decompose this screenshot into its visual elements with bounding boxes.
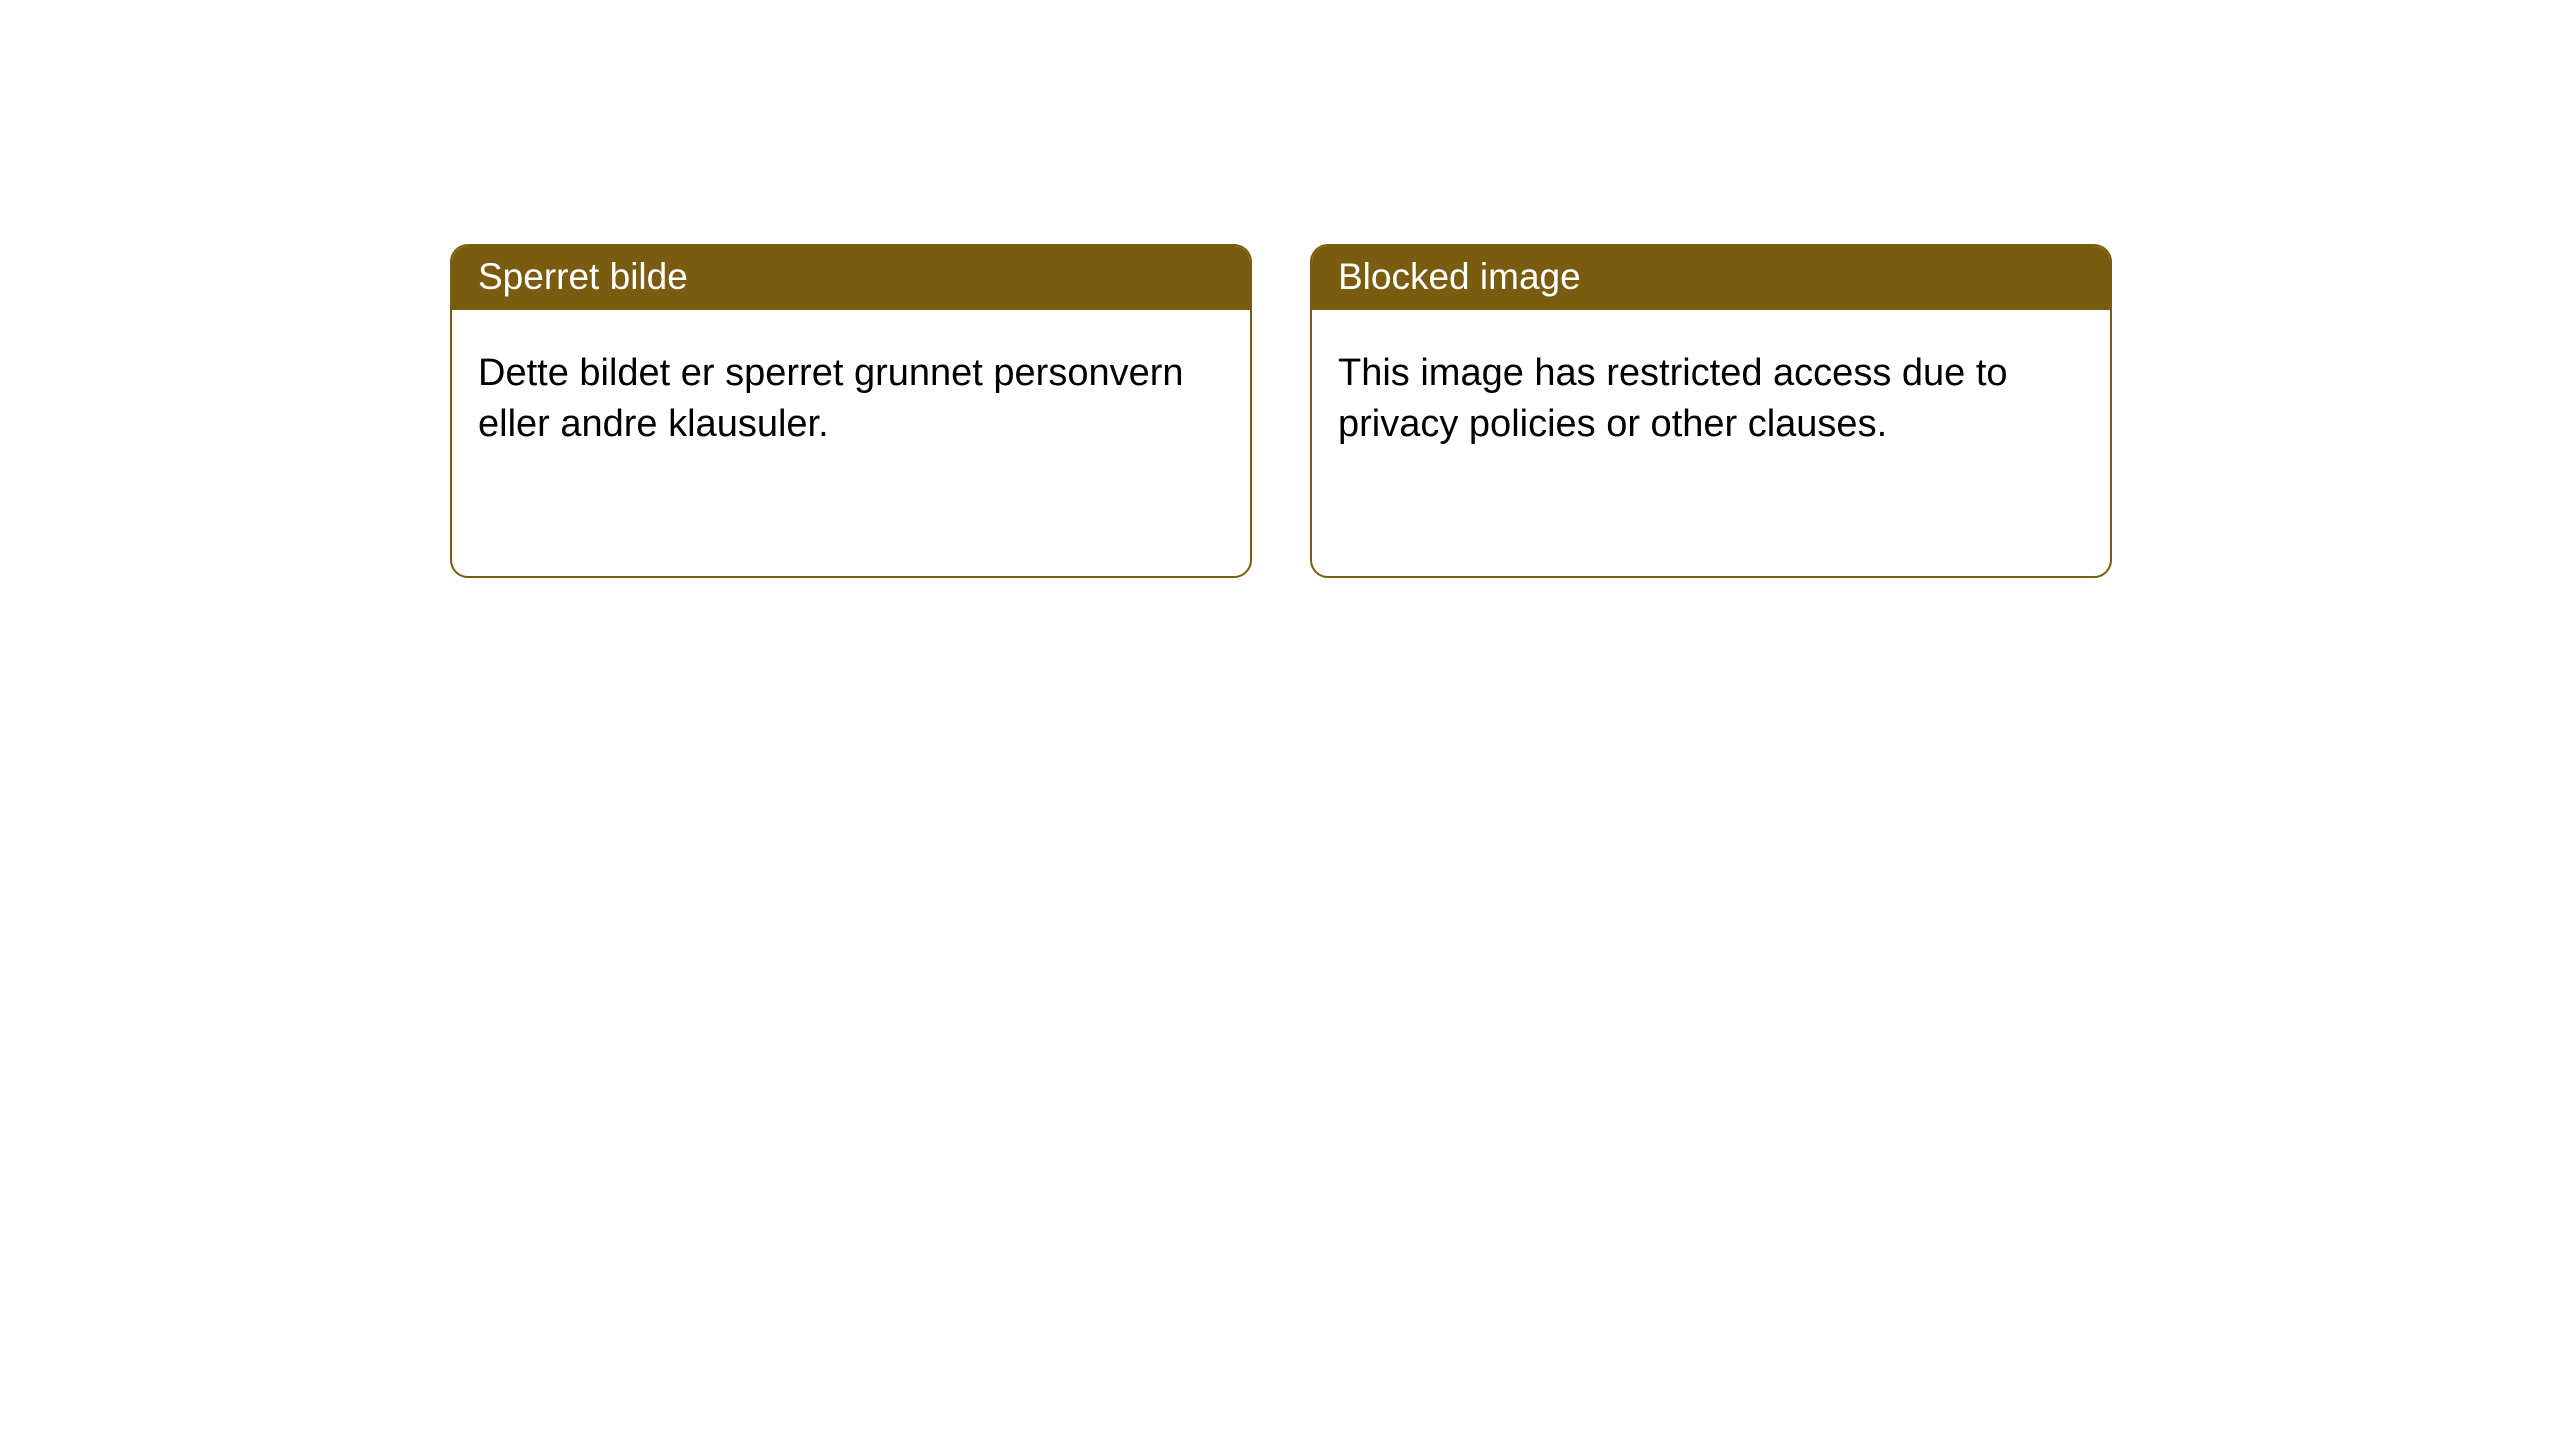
card-title: Sperret bilde (478, 256, 688, 297)
card-body: This image has restricted access due to … (1312, 310, 2110, 477)
card-message: Dette bildet er sperret grunnet personve… (478, 352, 1184, 445)
notice-cards-row: Sperret bilde Dette bildet er sperret gr… (450, 244, 2560, 578)
notice-card-no: Sperret bilde Dette bildet er sperret gr… (450, 244, 1252, 578)
card-header: Sperret bilde (452, 246, 1250, 310)
card-title: Blocked image (1338, 256, 1581, 297)
card-header: Blocked image (1312, 246, 2110, 310)
notice-card-en: Blocked image This image has restricted … (1310, 244, 2112, 578)
card-message: This image has restricted access due to … (1338, 352, 2008, 445)
card-body: Dette bildet er sperret grunnet personve… (452, 310, 1250, 477)
